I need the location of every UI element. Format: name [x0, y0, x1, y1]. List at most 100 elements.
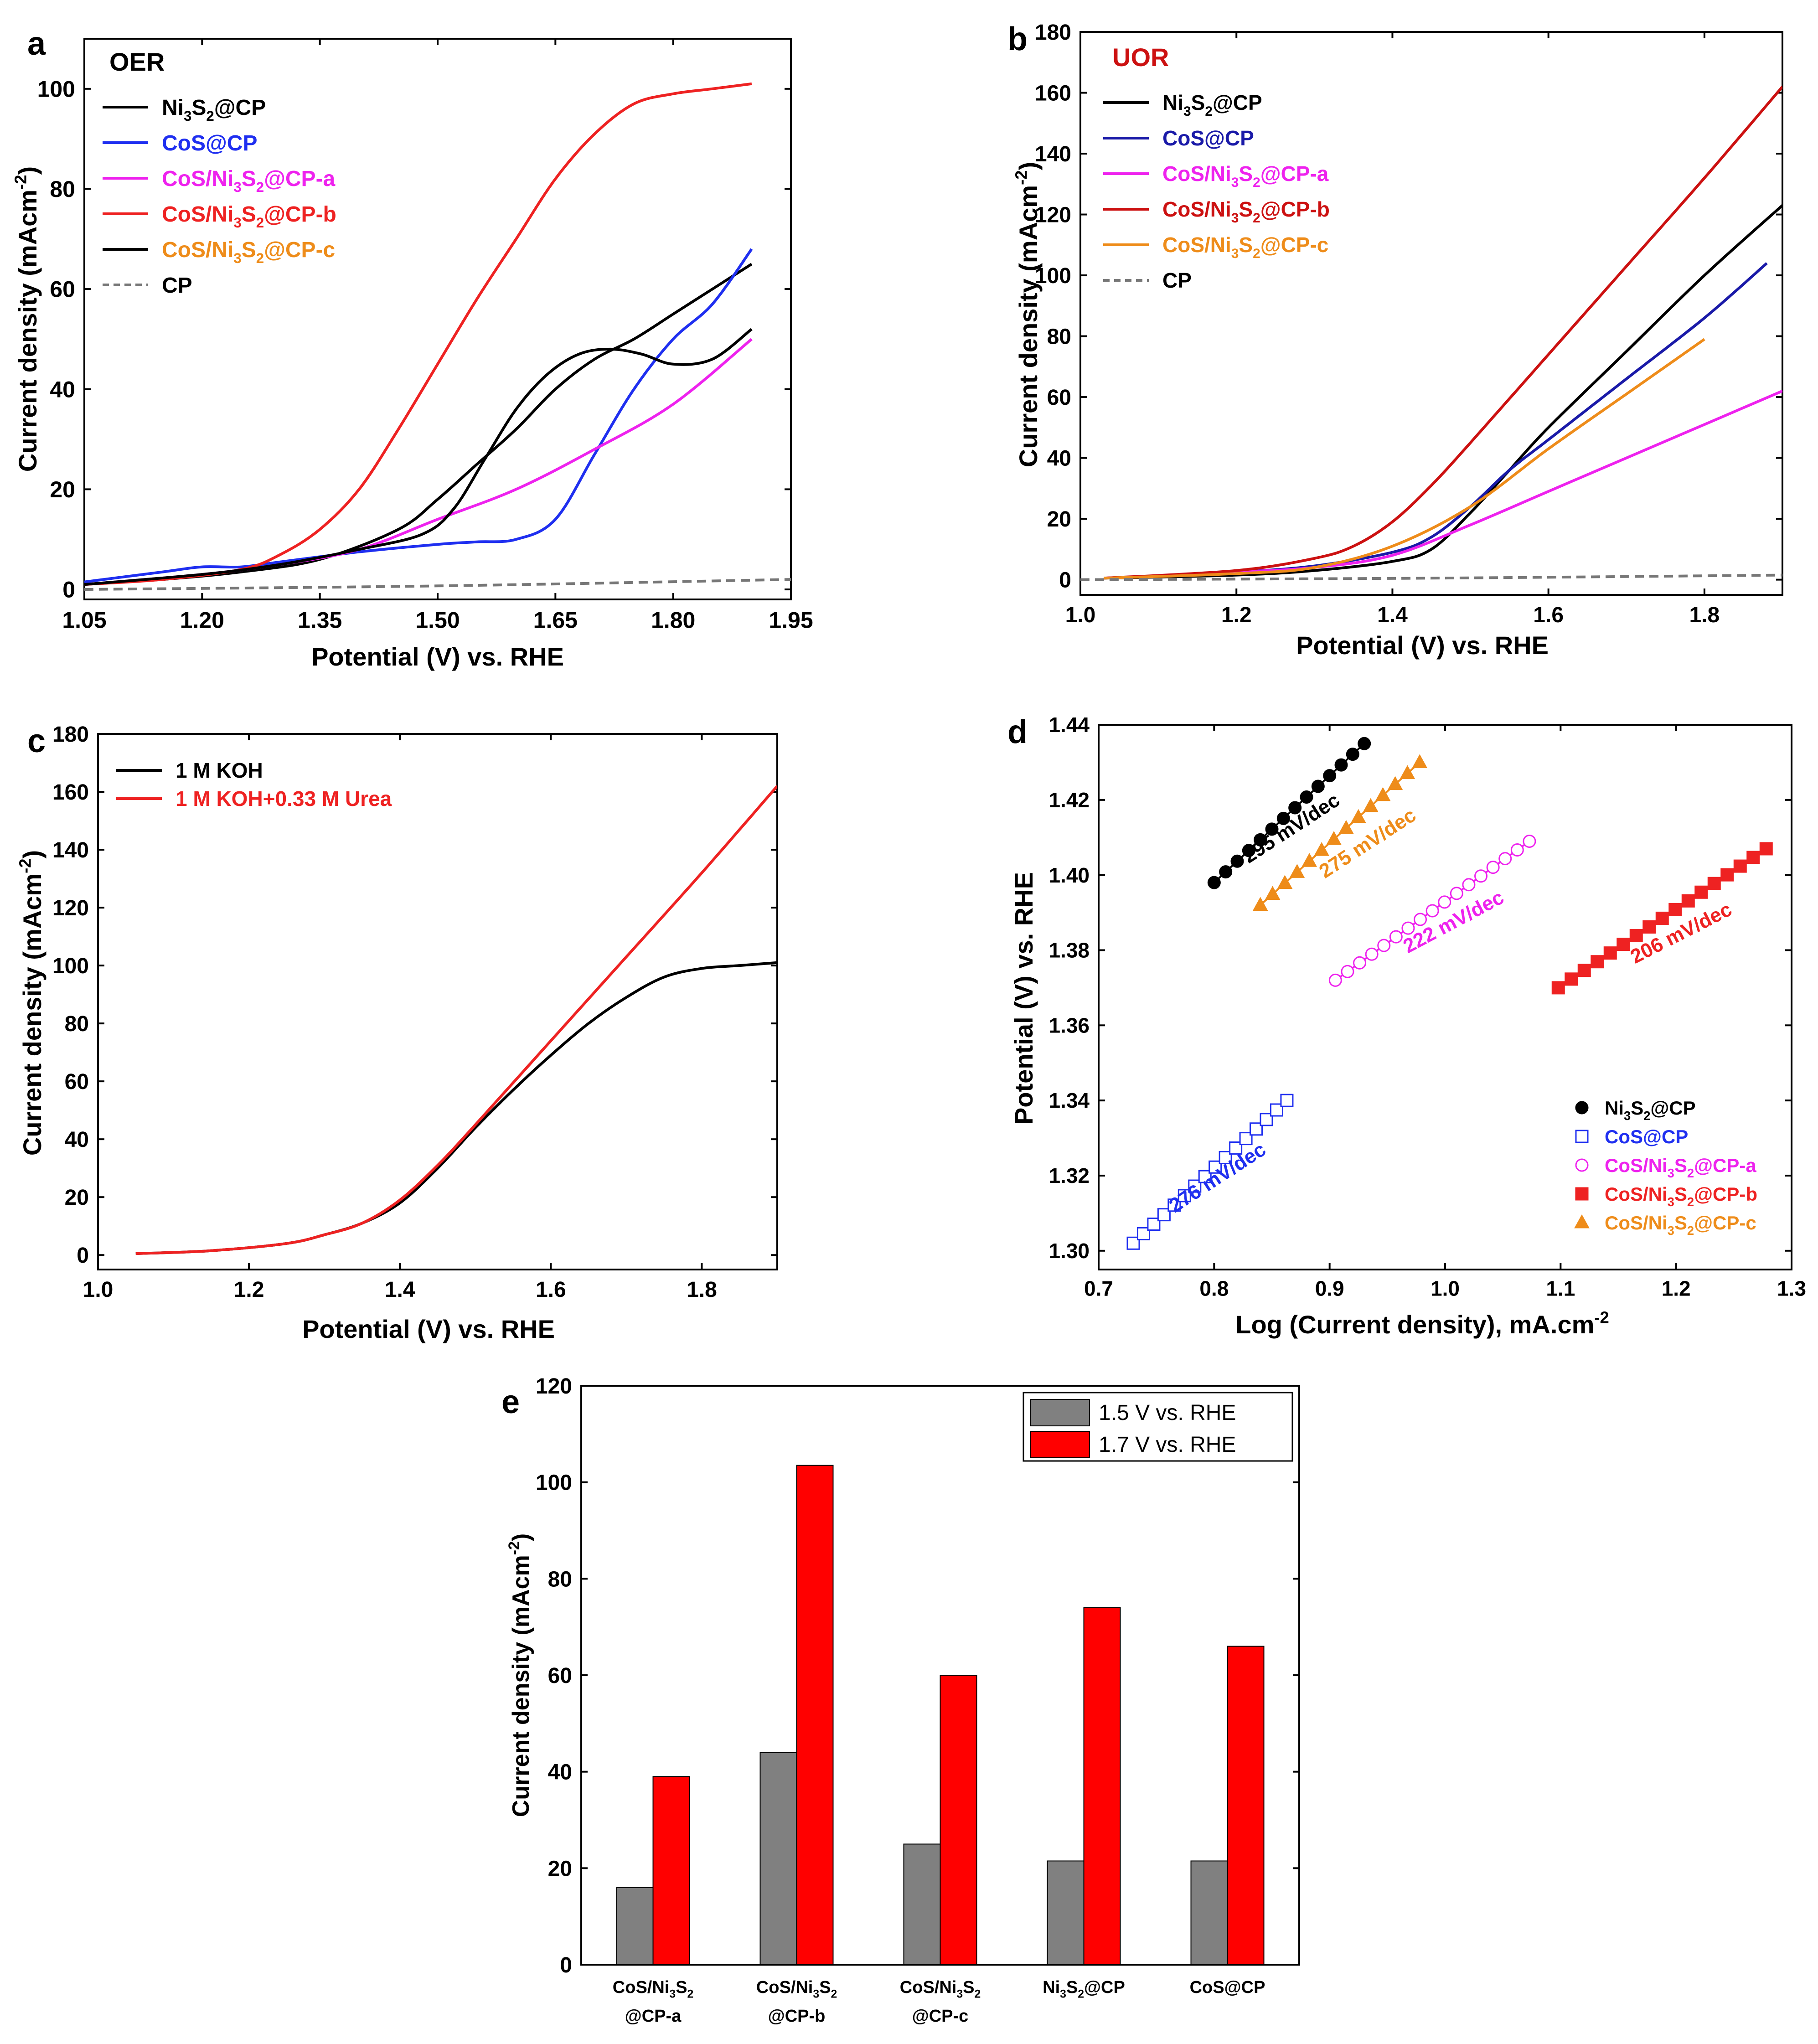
- y-tick-label: 20: [65, 1186, 89, 1210]
- subscript: 3: [669, 1988, 676, 2001]
- x-axis-label: Log (Current density), mA.cm-2: [1235, 1308, 1609, 1339]
- chart-title: OER: [109, 47, 165, 76]
- data-point-ni3s2-cp: [1311, 779, 1325, 793]
- y-tick-label: 60: [50, 277, 75, 302]
- legend-marker: [1575, 1187, 1589, 1201]
- legend-label: CoS/Ni3S2@CP-a: [1162, 162, 1329, 190]
- legend-label: CoS@CP: [1605, 1126, 1688, 1147]
- data-point-ni3s2-cp: [1276, 811, 1290, 825]
- text-part: S: [676, 1978, 687, 1997]
- panel-a-oer-chart: 1.05 1.20 1.35 1.50 1.65 1.80 1.95 0 20 40 60 80 100…: [11, 38, 813, 671]
- text-part: @CP-b: [1694, 1183, 1757, 1205]
- category-label-line2: @CP-a: [625, 2007, 682, 2026]
- legend-marker: [1575, 1158, 1589, 1172]
- data-point-cos-ni3s2-cp-c: [1400, 765, 1415, 779]
- text-part: Ni: [1043, 1978, 1060, 1997]
- subscript: 3: [233, 215, 241, 231]
- text-part: @CP: [1650, 1097, 1695, 1119]
- text-part: CoS/Ni: [1605, 1155, 1668, 1176]
- label-end: ): [1014, 162, 1043, 170]
- text-part: @CP: [1084, 1978, 1125, 1997]
- data-point-cos-ni3s2-cp-a: [1425, 904, 1439, 918]
- data-point-ni3s2-cp: [1242, 844, 1255, 857]
- text-part: CoS@CP: [1605, 1126, 1688, 1147]
- y-tick-label: 60: [1047, 386, 1071, 410]
- y-tick-label: 120: [536, 1374, 572, 1399]
- subscript: 3: [1231, 211, 1239, 226]
- bar-1-7-v-vs-rhe-2: [940, 1675, 977, 1965]
- plot-frame: [1079, 31, 1783, 596]
- data-point-cos-ni3s2-cp-b: [1655, 911, 1669, 925]
- text-part: S: [242, 202, 256, 227]
- x-tick-label: 1.3: [1777, 1277, 1806, 1301]
- subscript: 3: [233, 179, 241, 195]
- series-line-cos-ni3s2-cp-b: [84, 82, 752, 586]
- text-part: S: [1066, 1978, 1078, 1997]
- text-part: CP: [162, 274, 192, 298]
- text-part: CoS/Ni: [613, 1978, 670, 1997]
- text-part: CoS/Ni: [1162, 162, 1231, 186]
- data-point-cos-ni3s2-cp-b: [1707, 877, 1721, 890]
- panel-label-c: c: [27, 723, 46, 759]
- data-point-cos-ni3s2-cp-b: [1746, 851, 1760, 864]
- legend-label: CoS/Ni3S2@CP-b: [1162, 197, 1330, 226]
- bar-1-5-v-vs-rhe-2: [903, 1843, 941, 1966]
- x-tick-label: 1.4: [385, 1278, 415, 1302]
- y-tick-label: 40: [1047, 446, 1071, 470]
- x-tick-label: 1.20: [180, 608, 224, 633]
- data-point-cos-cp: [1239, 1132, 1253, 1146]
- panel-label-e: e: [501, 1384, 520, 1420]
- label-superscript: -2: [1594, 1308, 1609, 1327]
- subscript: 2: [687, 1988, 693, 2001]
- y-axis-label: Current density (mAcm-2): [1012, 162, 1043, 467]
- subscript: 3: [1668, 1195, 1674, 1209]
- text-part: @CP: [1213, 91, 1262, 114]
- subscript: 2: [1687, 1223, 1694, 1238]
- label-main: Current density (mAcm: [1014, 185, 1043, 467]
- text-part: CoS/Ni: [162, 238, 233, 262]
- subscript: 2: [256, 215, 264, 231]
- y-tick-label: 120: [1035, 203, 1071, 227]
- data-point-ni3s2-cp: [1265, 822, 1279, 836]
- text-part: @CP-a: [1694, 1155, 1756, 1176]
- data-point-cos-ni3s2-cp-b: [1629, 929, 1643, 943]
- data-point-ni3s2-cp: [1254, 833, 1267, 847]
- panel-label-a: a: [27, 26, 46, 62]
- subscript: 2: [1687, 1166, 1694, 1180]
- data-point-cos-ni3s2-cp-b: [1733, 859, 1747, 873]
- text-part: 1 M KOH+0.33 M Urea: [176, 787, 392, 810]
- x-tick-label: 1.65: [533, 608, 578, 633]
- y-tick-label: 40: [65, 1128, 89, 1152]
- category-label: CoS/Ni3S2: [756, 1978, 837, 2001]
- x-tick-label: 1.2: [1662, 1277, 1691, 1301]
- data-point-cos-ni3s2-cp-c: [1314, 842, 1329, 856]
- y-tick-label: 100: [536, 1471, 572, 1495]
- data-point-cos-ni3s2-cp-a: [1377, 939, 1391, 952]
- text-part: Ni: [1162, 91, 1183, 114]
- text-part: S: [1674, 1212, 1687, 1234]
- series-line-1-m-koh-0-33-m-urea: [135, 785, 777, 1255]
- legend-label: CoS/Ni3S2@CP-b: [162, 202, 336, 231]
- legend-label: CoS/Ni3S2@CP-c: [1605, 1212, 1756, 1238]
- text-part: S: [1239, 233, 1253, 257]
- data-point-cos-cp: [1280, 1094, 1294, 1107]
- legend-marker: [1574, 1214, 1590, 1228]
- subscript: 3: [1183, 104, 1191, 119]
- y-tick-label: 1.30: [1048, 1239, 1090, 1263]
- subscript: 3: [1624, 1109, 1631, 1123]
- legend-label: 1 M KOH: [176, 759, 263, 782]
- y-tick-label: 1.40: [1048, 863, 1090, 887]
- y-tick-label: 160: [1035, 81, 1071, 105]
- data-point-cos-ni3s2-cp-c: [1252, 897, 1268, 911]
- bar-1-7-v-vs-rhe-1: [796, 1465, 834, 1965]
- y-tick-label: 60: [548, 1664, 572, 1688]
- category-label-line2: @CP-c: [912, 2007, 969, 2026]
- y-tick-label: 80: [548, 1567, 572, 1591]
- y-tick-label: 20: [548, 1857, 572, 1881]
- label-superscript: -2: [1012, 170, 1031, 185]
- x-tick-label: 1.2: [234, 1278, 264, 1302]
- text-part: CoS@CP: [162, 131, 257, 155]
- text-part: S: [242, 167, 256, 191]
- text-part: @CP-a: [1260, 162, 1329, 186]
